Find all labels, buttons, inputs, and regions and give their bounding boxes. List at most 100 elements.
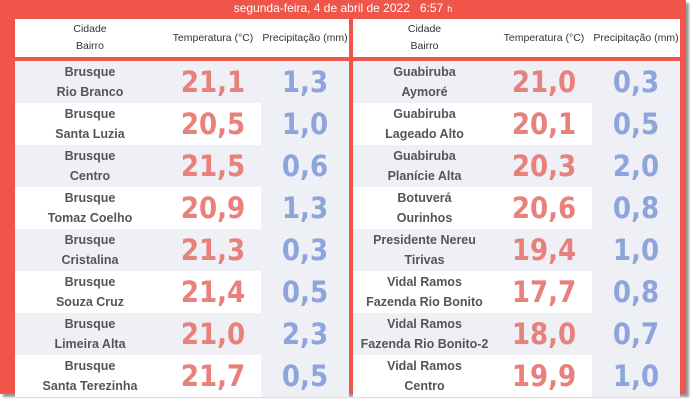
table-row: Guabiruba Lageado Alto 20,1 0,5 [353,103,680,145]
time-unit: h [447,4,453,14]
header-city: Cidade [73,23,107,35]
location-cell: Guabiruba Lageado Alto [353,103,496,145]
city-name: Brusque [64,317,116,331]
table-row: Presidente Nereu Tirivas 19,4 1,0 [353,229,680,271]
header-precipitation: Precipitação (mm) [593,32,679,44]
precipitation-value: 0,5 [281,275,329,309]
district-name: Planície Alta [387,169,462,183]
location-cell: Brusque Souza Cruz [15,271,165,313]
header-temperature: Temperatura (°C) [172,32,254,44]
city-name: Botuverá [397,191,452,205]
temperature-value: 21,3 [180,233,246,267]
location-cell: Presidente Nereu Tirivas [353,229,496,271]
header-location: Cidade Bairro [353,21,496,55]
location-cell: Brusque Tomaz Coelho [15,187,165,229]
location-cell: Vidal Ramos Fazenda Rio Bonito-2 [353,313,496,355]
table-row: Brusque Santa Luzia 20,5 1,0 [15,103,349,145]
header-temperature: Temperatura (°C) [503,32,585,44]
city-name: Guabiruba [393,149,456,163]
city-name: Brusque [64,107,116,121]
temperature-value: 21,1 [180,65,246,99]
temperature-value: 21,0 [511,65,577,99]
right-table: Cidade Bairro Temperatura (°C) Precipitaç… [353,19,680,397]
precipitation-value: 1,3 [281,65,329,99]
precipitation-value: 2,3 [281,317,329,351]
city-name: Brusque [64,191,116,205]
header-district: Bairro [75,40,104,52]
table-row: Brusque Centro 21,5 0,6 [15,145,349,187]
temperature-value: 18,0 [511,317,577,351]
city-name: Brusque [64,275,116,289]
city-name: Presidente Nereu [373,233,476,247]
district-name: Aymoré [401,85,448,99]
precipitation-value: 1,0 [612,359,660,393]
temperature-value: 20,6 [496,187,592,229]
location-cell: Brusque Santa Luzia [15,103,165,145]
district-name: Tomaz Coelho [47,211,133,225]
date-text: segunda-feira, 4 de abril de 2022 [233,1,410,15]
city-name: Brusque [64,359,116,373]
left-table: Cidade Bairro Temperatura (°C) Precipitaç… [15,19,349,397]
district-name: Santa Luzia [55,127,125,141]
temperature-value: 20,5 [165,103,261,145]
district-name: Cristalina [61,253,119,267]
table-row: Brusque Tomaz Coelho 20,9 1,3 [15,187,349,229]
precipitation-value: 0,5 [281,359,329,393]
table-row: Brusque Souza Cruz 21,4 0,5 [15,271,349,313]
temperature-value: 19,9 [496,355,592,397]
district-name: Limeira Alta [54,337,126,351]
precipitation-value: 1,3 [281,191,329,225]
district-name: Centro [69,169,111,183]
precipitation-value: 0,7 [612,317,660,351]
temperature-value: 20,1 [496,103,592,145]
district-name: Ourinhos [396,211,453,225]
precipitation-value: 1,0 [612,233,660,267]
location-cell: Guabiruba Aymoré [353,61,496,103]
district-name: Tirivas [404,253,445,267]
temperature-value: 20,3 [511,149,577,183]
temperature-value: 20,9 [165,187,261,229]
precipitation-value: 0,3 [612,65,660,99]
temperature-value: 21,7 [165,355,261,397]
temperature-value: 21,0 [180,317,246,351]
temperature-value: 19,4 [511,233,577,267]
city-name: Guabiruba [393,107,456,121]
location-cell: Vidal Ramos Centro [353,355,496,397]
district-name: Rio Branco [56,85,124,99]
header-district: Bairro [410,40,439,52]
table-row: Brusque Limeira Alta 21,0 2,3 [15,313,349,355]
district-name: Santa Terezinha [42,379,138,393]
table-row: Brusque Santa Terezinha 21,7 0,5 [15,355,349,397]
city-name: Vidal Ramos [387,275,462,289]
district-name: Fazenda Rio Bonito [366,295,483,309]
temperature-value: 21,4 [165,271,261,313]
city-name: Brusque [64,149,116,163]
location-cell: Brusque Centro [15,145,165,187]
city-name: Brusque [64,233,116,247]
location-cell: Guabiruba Planície Alta [353,145,496,187]
location-cell: Brusque Limeira Alta [15,313,165,355]
table-row: Vidal Ramos Fazenda Rio Bonito 17,7 0,8 [353,271,680,313]
table-header: Cidade Bairro Temperatura (°C) Precipitaç… [353,19,680,57]
city-name: Brusque [64,65,116,79]
location-cell: Brusque Cristalina [15,229,165,271]
table-row: Brusque Rio Branco 21,1 1,3 [15,61,349,103]
header-city: Cidade [407,23,442,35]
location-cell: Vidal Ramos Fazenda Rio Bonito [353,271,496,313]
precipitation-value: 0,3 [281,233,329,267]
date-time-title: segunda-feira, 4 de abril de 2022 6:57 h [0,1,686,15]
precipitation-value: 2,0 [612,149,660,183]
district-name: Lageado Alto [385,127,464,141]
header-location: Cidade Bairro [15,21,165,55]
city-name: Vidal Ramos [387,317,462,331]
precipitation-value: 1,0 [281,107,329,141]
time-text: 6:57 [419,1,444,15]
location-cell: Botuverá Ourinhos [353,187,496,229]
precipitation-value: 0,8 [612,191,660,225]
temperature-value: 17,7 [496,271,592,313]
district-name: Souza Cruz [55,295,125,309]
table-row: Guabiruba Aymoré 21,0 0,3 [353,61,680,103]
header-precipitation: Precipitação (mm) [262,32,348,44]
precipitation-value: 0,6 [281,149,329,183]
city-name: Guabiruba [393,65,456,79]
